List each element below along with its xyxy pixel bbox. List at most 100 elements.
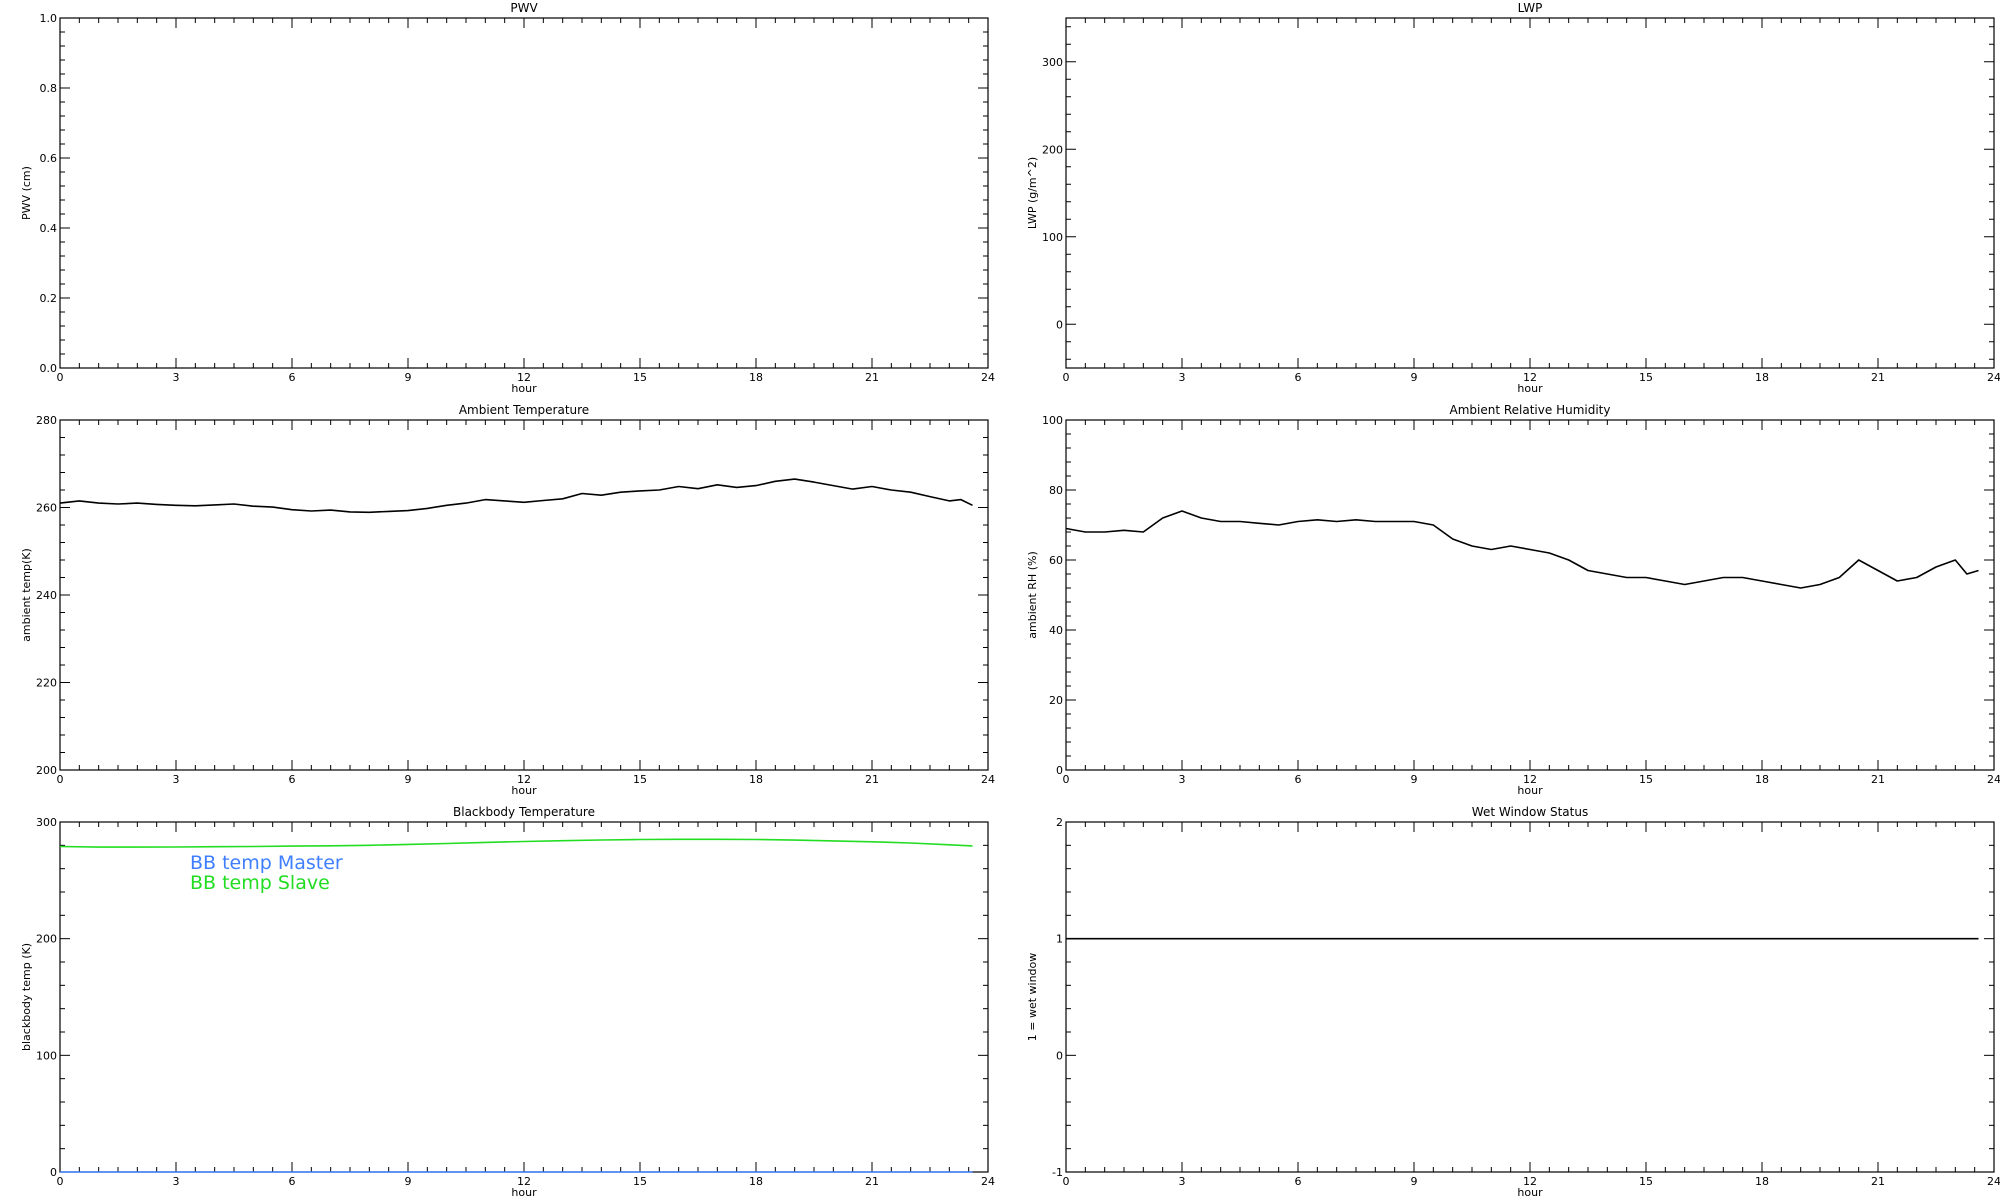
x-tick-label: 21 xyxy=(1871,1175,1885,1188)
x-tick-label: 18 xyxy=(749,773,763,786)
x-tick-label: 3 xyxy=(173,1175,180,1188)
chart-title: PWV xyxy=(510,1,538,15)
x-tick-label: 12 xyxy=(1523,371,1537,384)
x-tick-label: 3 xyxy=(1179,371,1186,384)
x-tick-label: 0 xyxy=(1063,1175,1070,1188)
x-tick-label: 9 xyxy=(405,773,412,786)
y-tick-label: 0.0 xyxy=(40,362,58,375)
y-tick-label: 0.8 xyxy=(40,82,58,95)
y-tick-label: 2 xyxy=(1056,816,1063,829)
y-tick-label: 200 xyxy=(36,764,57,777)
y-tick-label: 100 xyxy=(1042,231,1063,244)
y-tick-label: 40 xyxy=(1049,624,1063,637)
chart-panel-lwp: LWP 0 3 6 9 12 15 18 21 24 hour 0 100 200 300 LWP (g/m^… xyxy=(1026,1,2000,395)
x-tick-label: 0 xyxy=(57,1175,64,1188)
y-axis-label: 1 = wet window xyxy=(1026,953,1039,1042)
x-tick-label: 9 xyxy=(405,1175,412,1188)
x-tick-label: 0 xyxy=(1063,371,1070,384)
chart-panel-ambient-rh: Ambient Relative Humidity 0 3 6 9 12 15 18 21 24 h… xyxy=(1026,403,2000,797)
x-tick-label: 15 xyxy=(1639,1175,1653,1188)
x-tick-label: 9 xyxy=(1411,773,1418,786)
x-tick-label: 3 xyxy=(1179,1175,1186,1188)
x-tick-label: 24 xyxy=(981,773,995,786)
x-tick-label: 6 xyxy=(1295,773,1302,786)
x-tick-label: 6 xyxy=(289,1175,296,1188)
x-tick-label: 18 xyxy=(749,1175,763,1188)
x-axis-label: hour xyxy=(511,784,537,797)
x-tick-label: 21 xyxy=(865,371,879,384)
x-axis-label: hour xyxy=(1517,1186,1543,1199)
y-axis-label: LWP (g/m^2) xyxy=(1026,157,1039,229)
x-tick-label: 24 xyxy=(1987,773,2000,786)
y-tick-label: 260 xyxy=(36,502,57,515)
x-tick-label: 12 xyxy=(517,773,531,786)
series-line-ambient-rh-0 xyxy=(1065,510,1979,589)
x-tick-label: 24 xyxy=(981,1175,995,1188)
y-tick-label: 100 xyxy=(1042,414,1063,427)
chart-title: Ambient Temperature xyxy=(459,403,589,417)
x-tick-label: 18 xyxy=(1755,773,1769,786)
y-axis-label: blackbody temp (K) xyxy=(20,943,33,1051)
x-tick-label: 21 xyxy=(1871,371,1885,384)
x-tick-label: 0 xyxy=(57,773,64,786)
chart-panel-blackbody-temp: Blackbody Temperature 0 3 6 9 12 15 18 21 24 hour 0… xyxy=(20,805,995,1199)
x-axis-label: hour xyxy=(1517,382,1543,395)
x-tick-label: 21 xyxy=(1871,773,1885,786)
x-tick-label: 3 xyxy=(1179,773,1186,786)
series-line-ambient-temp-0 xyxy=(59,478,973,514)
y-axis-label: ambient RH (%) xyxy=(1026,551,1039,639)
x-tick-label: 9 xyxy=(405,371,412,384)
chart-title: Wet Window Status xyxy=(1472,805,1588,819)
x-tick-label: 9 xyxy=(1411,1175,1418,1188)
x-tick-label: 18 xyxy=(1755,371,1769,384)
x-tick-label: 21 xyxy=(865,773,879,786)
x-tick-label: 21 xyxy=(865,1175,879,1188)
x-tick-label: 6 xyxy=(1295,1175,1302,1188)
x-tick-label: 0 xyxy=(57,371,64,384)
y-tick-label: 0 xyxy=(1056,1049,1063,1062)
legend-entry: BB temp Master xyxy=(190,852,343,874)
chart-title: LWP xyxy=(1518,1,1543,15)
series-line-bb-temp-slave xyxy=(59,838,973,848)
x-tick-label: 6 xyxy=(289,773,296,786)
x-tick-label: 24 xyxy=(1987,371,2000,384)
y-tick-label: 0 xyxy=(1056,318,1063,331)
x-tick-label: 18 xyxy=(749,371,763,384)
x-tick-label: 15 xyxy=(633,1175,647,1188)
x-tick-label: 6 xyxy=(1295,371,1302,384)
y-axis-label: PWV (cm) xyxy=(20,166,33,220)
y-tick-label: 100 xyxy=(36,1049,57,1062)
x-tick-label: 12 xyxy=(517,1175,531,1188)
chart-panel-ambient-temp: Ambient Temperature 0 3 6 9 12 15 18 21 24 hour 200… xyxy=(20,403,995,797)
y-tick-label: 300 xyxy=(1042,56,1063,69)
y-tick-label: 1 xyxy=(1056,933,1063,946)
y-tick-label: 200 xyxy=(1042,143,1063,156)
y-tick-label: 0 xyxy=(50,1166,57,1179)
y-tick-label: 80 xyxy=(1049,484,1063,497)
plot-frame xyxy=(1065,821,1995,1173)
chart-title: Ambient Relative Humidity xyxy=(1450,403,1611,417)
plot-frame xyxy=(1065,419,1995,771)
x-axis-label: hour xyxy=(1517,784,1543,797)
y-tick-label: 300 xyxy=(36,816,57,829)
x-tick-label: 24 xyxy=(981,371,995,384)
y-tick-label: 0.4 xyxy=(40,222,58,235)
x-tick-label: 24 xyxy=(1987,1175,2000,1188)
y-tick-label: 280 xyxy=(36,414,57,427)
x-tick-label: 6 xyxy=(289,371,296,384)
x-tick-label: 9 xyxy=(1411,371,1418,384)
x-tick-label: 0 xyxy=(1063,773,1070,786)
y-tick-label: 0.2 xyxy=(40,292,58,305)
x-tick-label: 15 xyxy=(633,773,647,786)
y-tick-label: 240 xyxy=(36,589,57,602)
x-tick-label: 12 xyxy=(517,371,531,384)
x-tick-label: 18 xyxy=(1755,1175,1769,1188)
y-tick-label: -1 xyxy=(1052,1166,1063,1179)
y-tick-label: 20 xyxy=(1049,694,1063,707)
y-tick-label: 1.0 xyxy=(40,12,58,25)
chart-title: Blackbody Temperature xyxy=(453,805,595,819)
y-tick-label: 60 xyxy=(1049,554,1063,567)
x-tick-label: 15 xyxy=(1639,371,1653,384)
